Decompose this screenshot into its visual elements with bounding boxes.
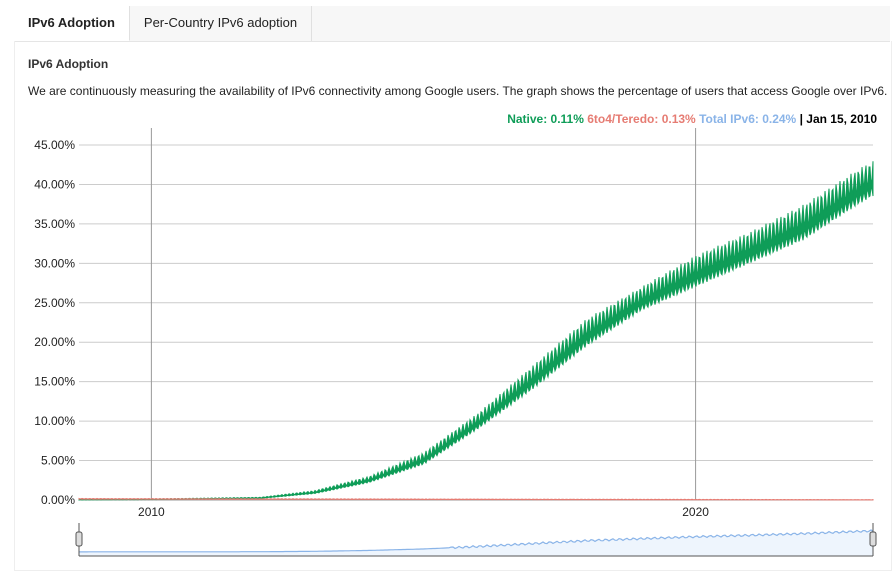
tab-ipv6-adoption[interactable]: IPv6 Adoption <box>14 6 130 41</box>
content-panel <box>14 41 892 571</box>
legend-teredo: 6to4/Teredo: 0.13% <box>587 112 696 126</box>
legend-date: | Jan 15, 2010 <box>799 112 877 126</box>
x-tick-label: 2010 <box>138 505 165 519</box>
y-tick-label: 40.00% <box>34 177 75 191</box>
y-tick-label: 20.00% <box>34 335 75 349</box>
y-tick-label: 30.00% <box>34 256 75 270</box>
tab-bar: IPv6 Adoption Per-Country IPv6 adoption <box>14 6 890 42</box>
x-tick-label: 2020 <box>682 505 709 519</box>
navigator-line <box>79 529 874 553</box>
y-tick-label: 10.00% <box>34 414 75 428</box>
y-tick-label: 25.00% <box>34 296 75 310</box>
series-6to4-teredo <box>78 497 874 501</box>
y-tick-label: 0.00% <box>41 493 75 507</box>
y-tick-label: 5.00% <box>41 454 75 468</box>
navigator-area <box>79 530 873 556</box>
legend-total: Total IPv6: 0.24% <box>699 112 797 126</box>
legend: Native: 0.11% 6to4/Teredo: 0.13% Total I… <box>507 112 877 126</box>
description: We are continuously measuring the availa… <box>28 84 888 98</box>
navigator-left-handle[interactable] <box>75 531 83 547</box>
navigator-right-handle[interactable] <box>869 531 877 547</box>
legend-native: Native: 0.11% <box>507 112 584 126</box>
series-native <box>78 161 874 501</box>
y-tick-label: 15.00% <box>34 375 75 389</box>
y-tick-label: 45.00% <box>34 138 75 152</box>
y-tick-label: 35.00% <box>34 217 75 231</box>
section-title: IPv6 Adoption <box>28 57 109 71</box>
tab-per-country[interactable]: Per-Country IPv6 adoption <box>130 6 313 41</box>
